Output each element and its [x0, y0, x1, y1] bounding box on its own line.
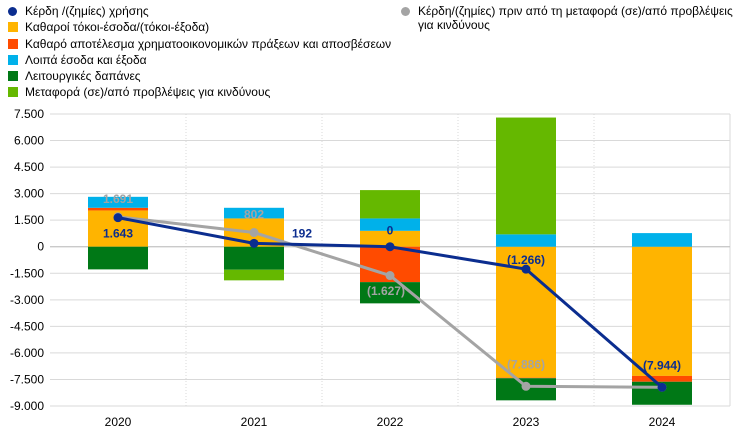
y-tick-label: 4.500 — [14, 160, 44, 174]
series-point — [113, 213, 123, 223]
y-tick-label: 0 — [37, 240, 44, 254]
bar-segment — [88, 196, 148, 208]
chart-legend: Κέρδη /(ζημίες) χρήσης Καθαροί τόκοι-έσο… — [0, 0, 744, 104]
data-label: (1.627) — [367, 284, 405, 298]
y-tick-label: -4.500 — [10, 319, 44, 333]
bar-segment — [360, 190, 420, 219]
data-label: 1.691 — [103, 192, 133, 206]
bar-segment — [496, 117, 556, 235]
bar-stacks — [88, 117, 692, 405]
series-point — [249, 238, 259, 248]
legend-swatch-profit-before-provisions — [401, 7, 410, 16]
y-tick-label: 6.000 — [14, 134, 44, 148]
series-point — [657, 382, 667, 392]
legend-label-operating-expenses: Λειτουργικές δαπάνες — [25, 69, 141, 83]
bar-segment — [360, 230, 420, 247]
grid-lines — [50, 113, 731, 407]
bar-segment — [632, 246, 692, 376]
bar-segment — [496, 377, 556, 379]
x-tick-label: 2021 — [241, 415, 268, 429]
legend-label-provisions: Μεταφορά (σε)/από προβλέψεις για κινδύνο… — [25, 85, 271, 99]
y-tick-label: -3.000 — [10, 293, 44, 307]
y-tick-label: 1.500 — [14, 213, 44, 227]
bar-segment — [88, 207, 148, 211]
data-labels: 1.691 802 (1.627) (7.886) 1.643 192 0 (1.266) (7… — [103, 192, 681, 373]
legend-swatch-provisions — [8, 87, 18, 97]
bar-segment — [632, 375, 692, 382]
legend-label-profit-before-provisions: Κέρδη/(ζημίες) πριν από τη μεταφορά (σε)… — [418, 4, 733, 32]
bar-segment — [224, 207, 284, 219]
series-point — [385, 242, 395, 252]
legend-label-financial-ops: Καθαρό αποτέλεσμα χρηματοοικονομικών πρά… — [25, 37, 392, 51]
data-label: (1.266) — [507, 253, 545, 267]
y-tick-label: 3.000 — [14, 187, 44, 201]
bar-segment — [496, 234, 556, 247]
y-tick-label: 7.500 — [14, 107, 44, 121]
bar-segment — [632, 233, 692, 247]
legend-swatch-profit — [8, 7, 17, 16]
data-label: (7.944) — [643, 358, 681, 372]
x-tick-label: 2023 — [513, 415, 540, 429]
y-tick-label: -9.000 — [10, 399, 44, 413]
y-tick-label: -7.500 — [10, 372, 44, 386]
data-label: 0 — [387, 224, 394, 238]
data-label: 802 — [244, 208, 264, 222]
data-label: 192 — [292, 226, 312, 240]
legend-label-other-income: Λοιπά έσοδα και έξοδα — [25, 53, 147, 67]
x-tick-label: 2020 — [105, 415, 132, 429]
x-tick-label: 2024 — [649, 415, 676, 429]
bar-segment — [360, 218, 420, 231]
legend-swatch-other-income — [8, 55, 18, 65]
y-tick-label: -6.000 — [10, 346, 44, 360]
bar-segment — [224, 246, 284, 270]
legend-swatch-net-interest — [8, 22, 18, 32]
legend-swatch-financial-ops — [8, 39, 18, 49]
legend-swatch-operating-expenses — [8, 71, 18, 81]
data-label: (7.886) — [507, 357, 545, 371]
legend-label-net-interest: Καθαροί τόκοι-έσοδα/(τόκοι-έξοδα) — [25, 20, 210, 34]
series-point — [521, 264, 531, 274]
x-tick-label: 2022 — [377, 415, 404, 429]
series-point — [521, 381, 531, 391]
legend-label-profit: Κέρδη /(ζημίες) χρήσης — [25, 4, 149, 18]
y-axis: 7.500 6.000 4.500 3.000 1.500 0 -1.500 -3.000 -4… — [10, 107, 44, 413]
y-tick-label: -1.500 — [10, 266, 44, 280]
series-lines — [113, 212, 667, 392]
bar-segment — [88, 246, 148, 270]
bar-segment — [224, 269, 284, 281]
x-axis: 2020 2021 2022 2023 2024 — [105, 415, 676, 429]
series-point — [249, 228, 259, 238]
series-point — [385, 271, 395, 281]
data-label: 1.643 — [103, 227, 133, 241]
